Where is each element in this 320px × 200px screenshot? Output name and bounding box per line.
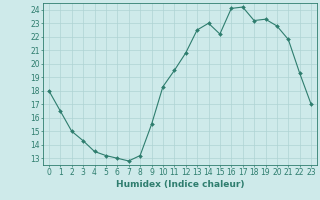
X-axis label: Humidex (Indice chaleur): Humidex (Indice chaleur) — [116, 180, 244, 189]
